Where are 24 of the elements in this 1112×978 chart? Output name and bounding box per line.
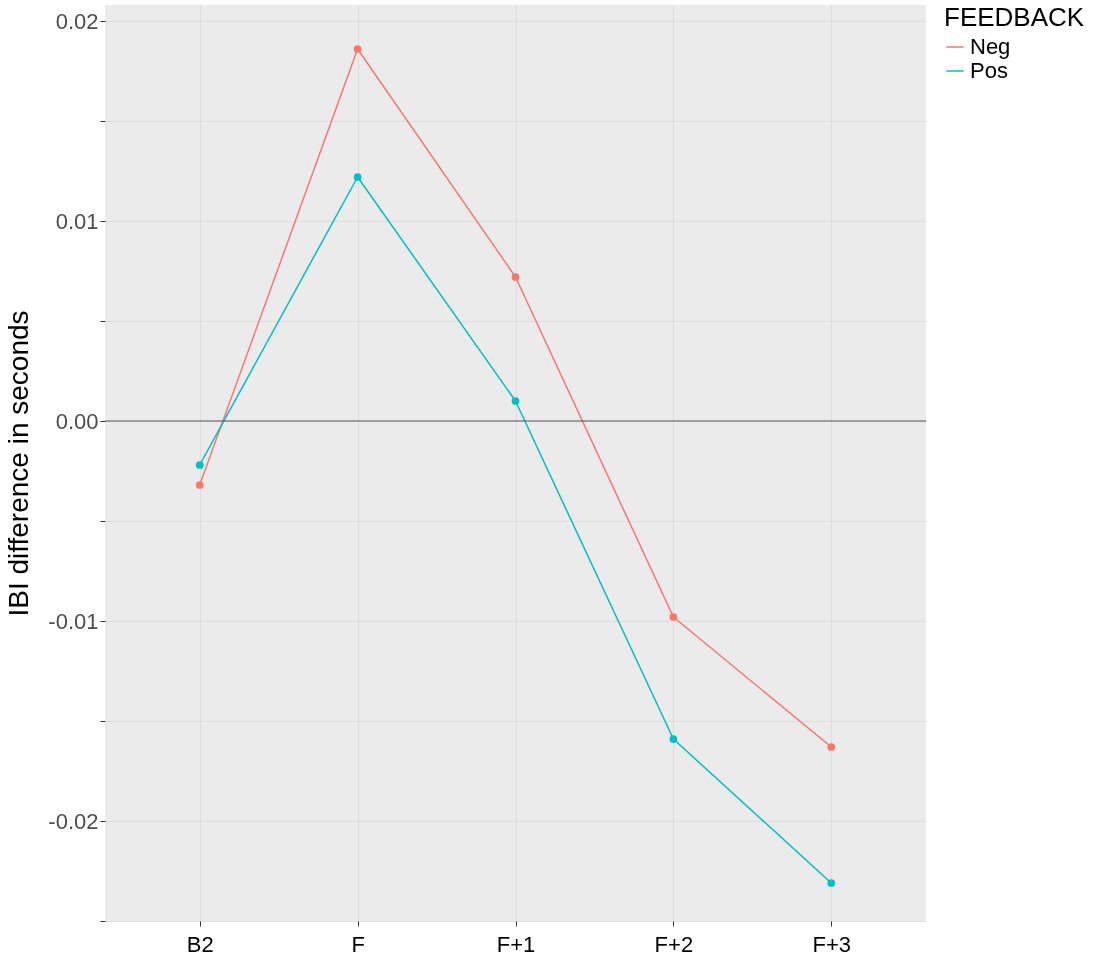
x-tick-label: F+1	[496, 931, 536, 957]
x-tick-label: B2	[186, 931, 214, 957]
point	[669, 735, 678, 743]
point	[511, 273, 520, 281]
point	[195, 461, 204, 469]
y-tick-label: 0.02	[55, 8, 99, 34]
legend-label: Pos	[970, 58, 1008, 83]
point	[353, 173, 362, 181]
point	[353, 45, 362, 53]
legend-label: Neg	[970, 34, 1011, 59]
point	[827, 879, 836, 887]
y-tick-label: -0.02	[48, 808, 99, 834]
x-tick-label: F+2	[654, 931, 694, 957]
point	[827, 743, 836, 751]
y-axis-title: IBI difference in seconds	[3, 310, 35, 617]
x-tick-label: F	[351, 931, 365, 957]
point	[511, 397, 520, 405]
point	[195, 481, 204, 489]
y-tick-label: -0.01	[48, 608, 99, 634]
y-tick-label: 0.01	[55, 208, 99, 234]
x-tick-label: F+3	[812, 931, 852, 957]
legend-title: FEEDBACK	[944, 2, 1085, 32]
point	[669, 613, 678, 621]
y-tick-label: 0.00	[55, 408, 99, 434]
